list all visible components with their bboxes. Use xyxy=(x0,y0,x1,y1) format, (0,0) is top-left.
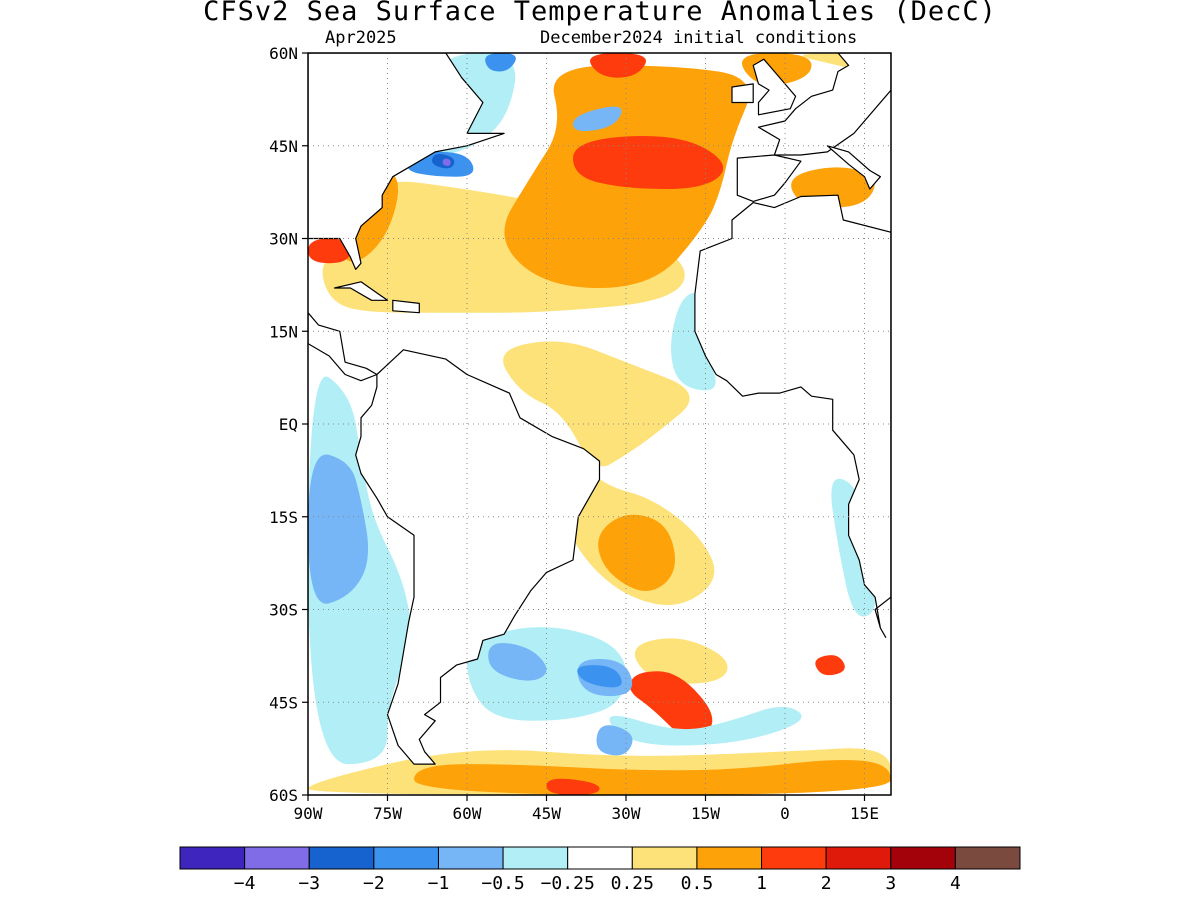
anomaly-region-2-12 xyxy=(573,135,724,189)
anomaly-region-3-34 xyxy=(442,158,451,167)
landmass-great-britain xyxy=(752,58,797,116)
colorbar-swatch-2 xyxy=(308,846,375,870)
landmass-europe xyxy=(757,53,891,156)
anomaly-region-0-25-23 xyxy=(609,706,802,746)
lat-tick-label-45s: 45S xyxy=(269,693,298,712)
landmass-africa xyxy=(694,194,891,638)
lon-tick-label-30w: 30W xyxy=(612,804,641,823)
lon-tick-label-45w: 45W xyxy=(532,804,561,823)
colorbar-label-5: −0.25 xyxy=(541,873,595,894)
anomaly-region-1-31 xyxy=(485,53,516,72)
colorbar-label-9: 2 xyxy=(821,873,832,894)
anomaly-region-0-5-26 xyxy=(488,642,547,681)
lat-tick-label-45n: 45N xyxy=(269,137,298,156)
lon-tick-label-15w: 15W xyxy=(691,804,720,823)
colorbar-swatch-12 xyxy=(954,846,1021,870)
anomaly-region-0-5-1 xyxy=(503,341,690,467)
landmass-hispaniola xyxy=(392,299,420,314)
anomaly-region-2-14 xyxy=(629,671,713,739)
colorbar-swatch-0 xyxy=(179,846,246,870)
colorbar-swatch-9 xyxy=(761,846,827,870)
anomaly-region-0-5-28 xyxy=(573,106,622,132)
colorbar-label-7: 0.5 xyxy=(681,873,714,894)
lon-tick-label-0: 0 xyxy=(780,804,790,823)
colorbar-swatch-4 xyxy=(437,846,504,870)
colorbar: −4 −3 −2 −1 −0.5 −0.25 0.25 0.5 1 2 3 4 xyxy=(179,846,1021,894)
colorbar-label-4: −0.5 xyxy=(481,873,524,894)
lat-tick-label-60n: 60N xyxy=(269,44,298,63)
anomaly-region-1-7 xyxy=(598,514,676,591)
colorbar-swatch-10 xyxy=(825,846,892,870)
anomaly-region-1-32 xyxy=(577,665,622,688)
landmass-ireland xyxy=(731,83,754,104)
lat-tick-label-30n: 30N xyxy=(269,230,298,249)
anomaly-region-1-8 xyxy=(414,759,891,795)
map-title: CFSv2 Sea Surface Temperature Anomalies … xyxy=(203,0,997,27)
lat-tick-label-eq: EQ xyxy=(279,415,298,434)
colorbar-swatch-5 xyxy=(502,846,569,870)
anomaly-region-2-13 xyxy=(590,53,647,78)
landmass-south-america xyxy=(355,349,601,765)
lon-tick-label-90w: 90W xyxy=(294,804,323,823)
colorbar-swatch-7 xyxy=(631,846,698,870)
anomaly-region-0-5-25 xyxy=(308,454,369,604)
valid-month-label: Apr2025 xyxy=(325,28,397,48)
lon-tick-label-15e: 15E xyxy=(850,804,879,823)
colorbar-swatch-6 xyxy=(567,846,633,870)
anomaly-region-2-18 xyxy=(815,655,845,676)
colorbar-swatch-3 xyxy=(373,846,439,870)
sst-anomaly-shading xyxy=(308,53,891,795)
lat-tick-label-15s: 15S xyxy=(269,508,298,527)
colorbar-label-6: 0.25 xyxy=(611,873,654,894)
landmass-north-america xyxy=(308,53,505,270)
anomaly-region-2-16 xyxy=(308,238,351,264)
colorbar-label-8: 1 xyxy=(756,873,767,894)
colorbar-label-1: −3 xyxy=(298,873,320,894)
colorbar-swatch-8 xyxy=(696,846,763,870)
initial-conditions-label: December2024 initial conditions xyxy=(540,28,858,48)
anomaly-region-2-17 xyxy=(546,778,600,795)
colorbar-swatch-11 xyxy=(890,846,956,870)
lat-tick-label-15n: 15N xyxy=(269,322,298,341)
colorbar-swatch-1 xyxy=(244,846,310,870)
lat-tick-label-30s: 30S xyxy=(269,601,298,620)
lon-tick-label-75w: 75W xyxy=(373,804,402,823)
colorbar-label-0: −4 xyxy=(234,873,256,894)
landmass-italy xyxy=(826,145,881,190)
colorbar-label-2: −2 xyxy=(363,873,385,894)
coastlines xyxy=(308,53,891,765)
landmass-cuba xyxy=(333,281,389,301)
lon-tick-label-60w: 60W xyxy=(453,804,482,823)
colorbar-label-10: 3 xyxy=(885,873,896,894)
lat-tick-label-60s: 60S xyxy=(269,786,298,805)
anomaly-region-0-25-21 xyxy=(671,293,716,391)
colorbar-label-3: −1 xyxy=(428,873,450,894)
colorbar-label-11: 4 xyxy=(950,873,961,894)
landmass-iberia xyxy=(736,154,802,202)
anomaly-region-0-5-29 xyxy=(596,725,633,756)
graticule-grid xyxy=(308,53,891,795)
